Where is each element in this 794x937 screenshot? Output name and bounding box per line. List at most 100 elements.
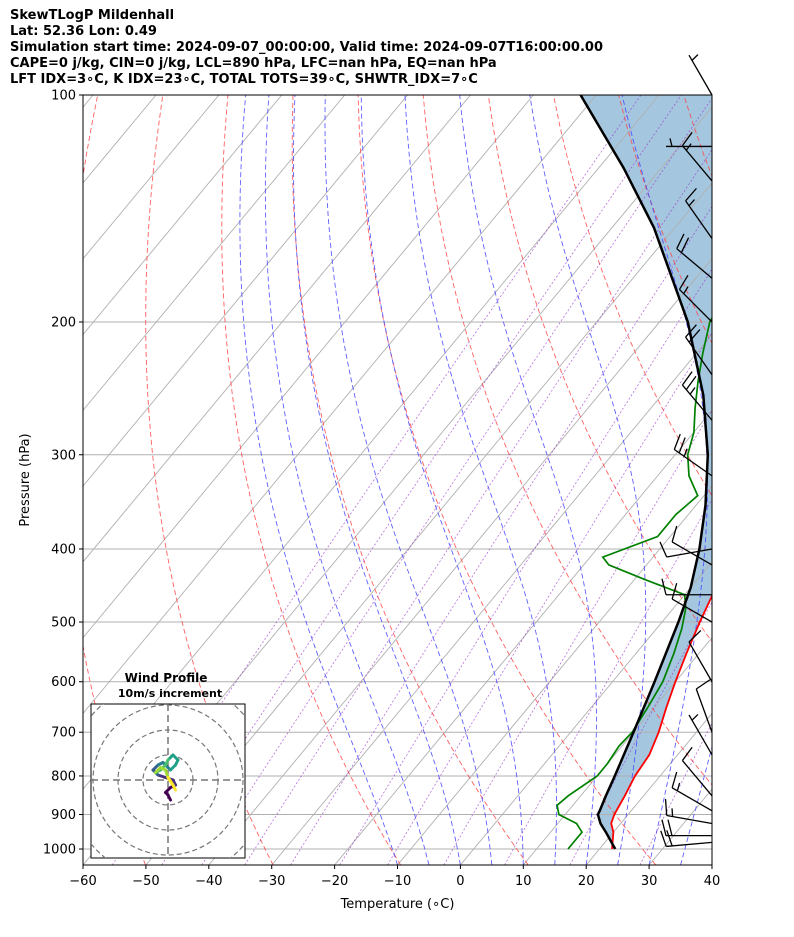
mixing-ratio-line [201, 97, 712, 865]
moist-adiabat-line [621, 95, 708, 865]
x-tick-label: −50 [132, 874, 159, 889]
isotherm-line [460, 561, 712, 865]
moist-adiabat-line [293, 95, 461, 865]
dry-adiabat-line [487, 95, 712, 643]
times-line: Simulation start time: 2024-09-07_00:00:… [10, 40, 603, 55]
wind-barb [685, 187, 713, 239]
dry-adiabat-line [145, 95, 274, 865]
mixing-ratio-line [504, 498, 712, 865]
wind-barb [666, 138, 712, 148]
wind-barb [678, 274, 713, 323]
x-tick-label: 30 [641, 874, 658, 889]
y-tick-label: 300 [51, 448, 76, 463]
moist-adiabat-line [360, 95, 524, 865]
x-tick-label: −40 [195, 874, 222, 889]
y-tick-label: 400 [51, 542, 76, 557]
cape-cin-fill [580, 95, 712, 849]
hodograph-subtitle: 10m/s increment [118, 687, 222, 700]
wind-barb [688, 713, 713, 756]
wind-barb [664, 799, 713, 825]
temperature-profile-line [610, 593, 712, 850]
x-tick-label: −60 [69, 874, 96, 889]
x-tick-label: 10 [515, 874, 532, 889]
mixing-ratio-line [443, 409, 712, 865]
mixing-ratio-line [387, 331, 712, 865]
isotherm-line [83, 95, 283, 336]
dry-adiabat-line [291, 95, 529, 865]
wind-barb [688, 54, 713, 96]
hodograph-title: Wind Profile [125, 671, 208, 685]
wind-barb [681, 746, 713, 797]
x-tick-label: 40 [704, 874, 721, 889]
wind-barb [671, 771, 713, 812]
moist-adiabat-line [711, 863, 712, 865]
y-tick-label: 500 [51, 616, 76, 631]
moist-adiabat-line [529, 95, 647, 865]
isotherm-line [585, 712, 712, 865]
y-tick-label: 1000 [43, 843, 76, 858]
wind-barb [671, 525, 713, 566]
wind-barb [671, 583, 713, 623]
y-tick-label: 700 [51, 726, 76, 741]
indices-line: LFT IDX=3∘C, K IDX=23∘C, TOTAL TOTS=39∘C… [10, 72, 478, 87]
wind-barb [676, 233, 713, 279]
isotherm-line [145, 182, 712, 865]
isotherm-line [522, 636, 712, 865]
moist-adiabat-line [404, 95, 557, 865]
dry-adiabat-line [422, 95, 712, 786]
isotherm-line [83, 95, 94, 108]
moist-adiabat-line [459, 95, 597, 865]
dry-adiabat-line [221, 95, 402, 865]
y-tick-label: 800 [51, 769, 76, 784]
dewpoint-profile-line [556, 316, 712, 850]
params-line: CAPE=0 j/kg, CIN=0 j/kg, LCL=890 hPa, LF… [10, 56, 497, 71]
wind-barb [688, 629, 713, 683]
y-tick-label: 900 [51, 808, 76, 823]
isotherm-line [208, 258, 712, 865]
dry-adiabat-line [357, 95, 657, 865]
chart-header: SkewTLogP Mildenhall Lat: 52.36 Lon: 0.4… [10, 8, 603, 88]
mixing-ratio-line [339, 268, 712, 865]
wind-barb [661, 819, 712, 837]
isotherm-line [83, 95, 471, 563]
location-line: Lat: 52.36 Lon: 0.49 [10, 24, 157, 39]
wind-barb [661, 578, 712, 596]
x-tick-label: −10 [384, 874, 411, 889]
isotherm-line [271, 333, 712, 865]
wind-barb [660, 830, 713, 848]
moist-adiabat-line [324, 95, 493, 865]
wind-barb [681, 371, 713, 421]
hodograph-trace-segment [166, 776, 175, 787]
wind-barb [659, 541, 713, 558]
moist-adiabat-line [239, 95, 398, 865]
wind-barb [695, 679, 713, 733]
dry-adiabat-line [749, 95, 794, 865]
x-tick-label: −20 [321, 874, 348, 889]
isotherm-line [711, 864, 712, 865]
chart-title: SkewTLogP Mildenhall [10, 8, 175, 23]
x-axis-label: Temperature (∘C) [340, 897, 455, 912]
parcel-profile-line [579, 95, 710, 850]
y-tick-label: 100 [51, 89, 76, 104]
x-tick-label: −30 [258, 874, 285, 889]
isotherm-line [397, 485, 712, 865]
wind-barb [685, 324, 713, 376]
wind-barb [673, 433, 713, 477]
y-axis-label: Pressure (hPa) [18, 433, 33, 526]
hodograph-trace-segment [171, 783, 177, 792]
x-tick-label: 0 [456, 874, 464, 889]
x-tick-label: 20 [578, 874, 595, 889]
isotherm-line [83, 95, 346, 412]
moist-adiabat-line [264, 95, 430, 865]
isotherm-line [83, 95, 220, 260]
mixing-ratio-line [290, 205, 712, 865]
y-tick-label: 200 [51, 315, 76, 330]
mixing-ratio-line [714, 95, 794, 865]
isotherm-line [83, 95, 597, 715]
moist-adiabat-line [744, 95, 794, 865]
y-tick-label: 600 [51, 675, 76, 690]
isotherm-line [83, 95, 534, 639]
isotherm-line [334, 409, 712, 865]
isotherm-line [83, 95, 408, 487]
